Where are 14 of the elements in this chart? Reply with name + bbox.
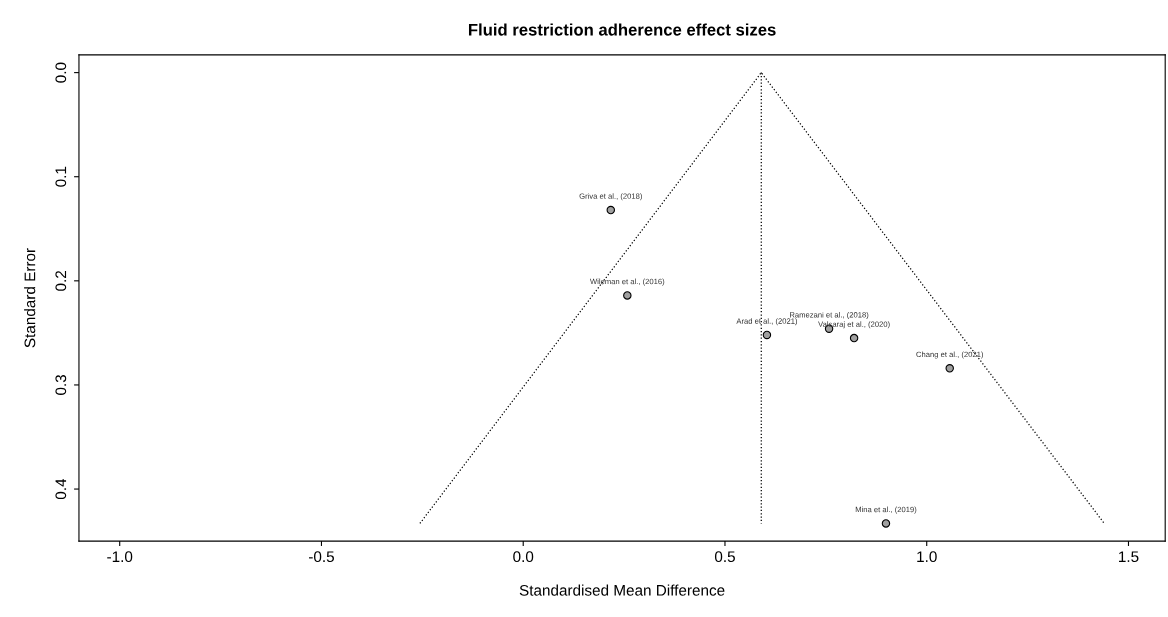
x-tick-label: -1.0 — [107, 551, 133, 563]
y-axis-title: Standard Error — [24, 248, 36, 348]
x-axis-title: Standardised Mean Difference — [519, 584, 725, 596]
y-tick-label: 0.0 — [55, 62, 67, 83]
x-tick-label: 0.5 — [714, 551, 735, 563]
y-tick-label: 0.2 — [55, 270, 67, 291]
x-tick-label: -0.5 — [308, 551, 334, 563]
x-tick-label: 0.0 — [513, 551, 534, 563]
chart-title: Fluid restriction adherence effect sizes — [468, 23, 776, 36]
y-tick-label: 0.1 — [55, 166, 67, 187]
y-tick-label: 0.4 — [55, 478, 67, 500]
x-tick-label: 1.5 — [1119, 551, 1139, 563]
x-tick-label: 1.0 — [917, 551, 937, 563]
y-tick-label: 0.3 — [55, 374, 67, 395]
